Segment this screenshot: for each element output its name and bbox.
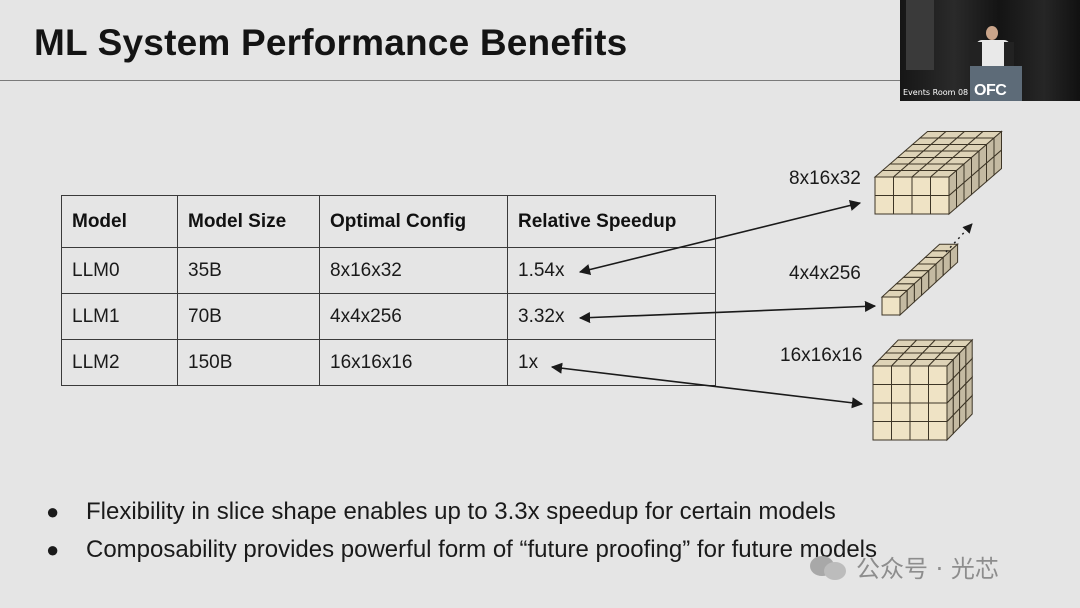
cube-shape	[871, 338, 974, 442]
bullet-text: Composability provides powerful form of …	[86, 536, 878, 563]
cell-optimal-config: 16x16x16	[319, 339, 508, 386]
dotted-extension-arrow	[945, 223, 973, 253]
rod-shape	[880, 243, 959, 317]
cell-model: LLM2	[61, 339, 178, 386]
arrow-llm2-to-cube	[550, 362, 864, 409]
title-divider	[0, 80, 1080, 81]
ofc-logo: OFC	[974, 82, 1007, 99]
header-model-size: Model Size	[177, 195, 320, 248]
wechat-icon	[810, 554, 850, 580]
cell-model-size: 70B	[177, 293, 320, 340]
slab-shape	[873, 130, 1003, 216]
cell-model: LLM1	[61, 293, 178, 340]
header-optimal-config: Optimal Config	[319, 195, 508, 248]
speaker-jacket	[972, 42, 1014, 70]
bullet-item: ● Flexibility in slice shape enables up …	[46, 493, 877, 531]
bullet-list: ● Flexibility in slice shape enables up …	[46, 493, 877, 569]
header-model: Model	[61, 195, 178, 248]
bullet-dot-icon: ●	[46, 499, 60, 524]
bullet-dot-icon: ●	[46, 537, 60, 562]
watermark-text: 公众号 · 光芯	[856, 555, 999, 583]
watermark: 公众号 · 光芯	[810, 549, 999, 584]
config-label-slab: 8x16x32	[789, 168, 861, 189]
bullet-text: Flexibility in slice shape enables up to…	[86, 498, 836, 525]
config-label-cube: 16x16x16	[780, 345, 863, 366]
podium	[970, 66, 1022, 101]
webcam-screen	[906, 0, 934, 70]
speaker-head	[986, 26, 998, 40]
bullet-item: ● Composability provides powerful form o…	[46, 531, 877, 569]
arrow-llm0-to-slab	[578, 199, 862, 276]
arrow-llm1-to-rod	[578, 300, 877, 324]
slide-title: ML System Performance Benefits	[34, 22, 628, 63]
webcam-inset: Events Room 08 OFC	[900, 0, 1080, 101]
cell-model-size: 150B	[177, 339, 320, 386]
room-label: Events Room 08	[903, 88, 969, 97]
